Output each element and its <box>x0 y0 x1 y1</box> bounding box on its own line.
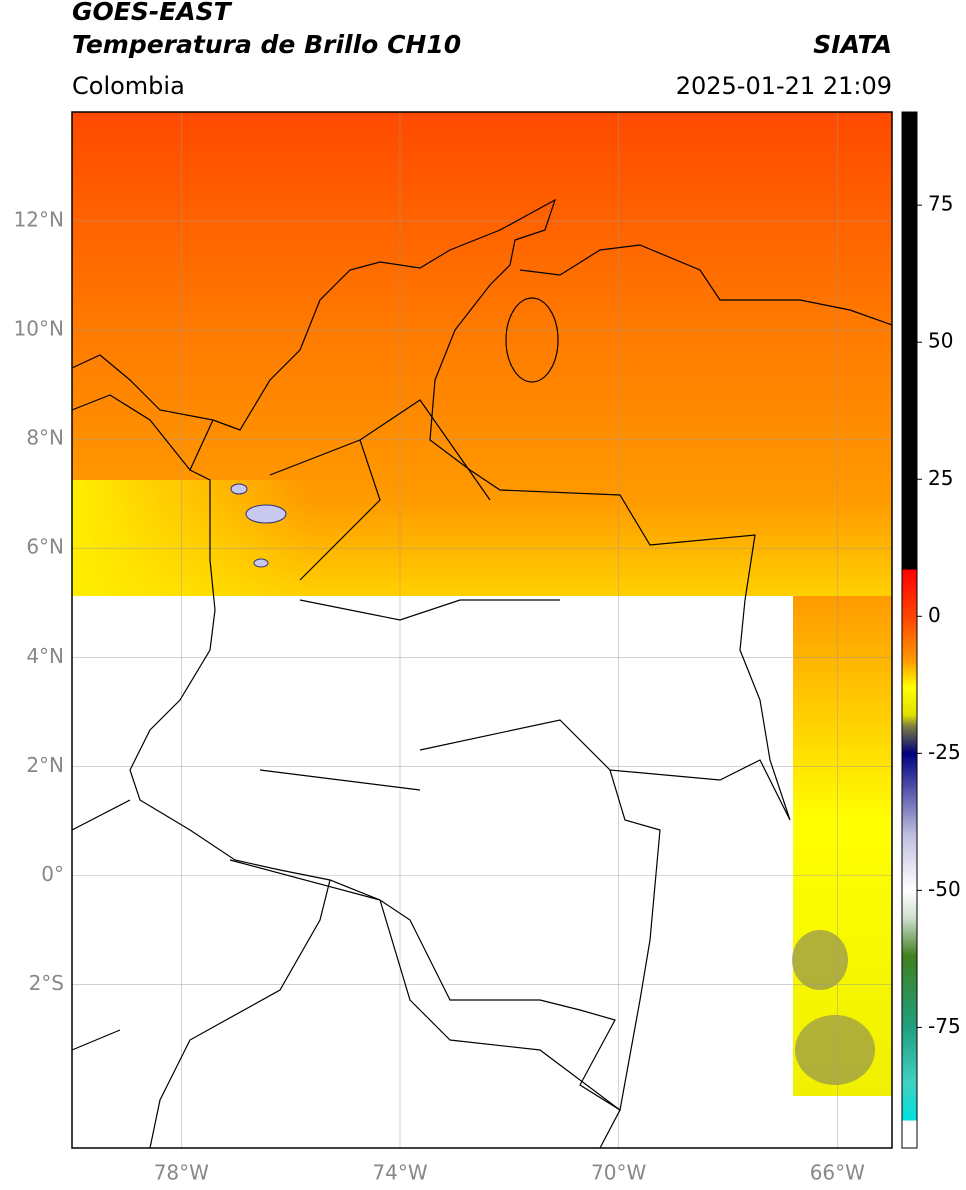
grid <box>72 112 892 1148</box>
colorbar-tick-label: 0 <box>928 603 941 627</box>
colorbar-tick-label: -75 <box>928 1014 961 1038</box>
region: Colombia <box>72 72 185 100</box>
colorbar-tick-label: 75 <box>928 192 953 216</box>
cloud <box>795 1015 875 1085</box>
coastlines <box>71 198 893 1149</box>
colorbar-tick-label: 25 <box>928 466 953 490</box>
y-tick-label: 8°N <box>26 426 64 450</box>
subtitle: Temperatura de Brillo CH10 <box>72 30 461 59</box>
x-tick-label: 70°W <box>591 1161 646 1185</box>
departments <box>229 399 611 901</box>
venezuela-coast <box>519 244 893 326</box>
cloud <box>253 558 269 568</box>
cloud <box>245 504 287 524</box>
ecuador-peru <box>71 799 621 1149</box>
lake <box>505 297 559 383</box>
map-frame <box>71 111 893 1149</box>
datetime: 2025-01-21 21:09 <box>676 72 892 100</box>
colombia-border <box>129 198 791 1111</box>
colorbar-tick-label: 50 <box>928 329 953 353</box>
y-tick-label: 10°N <box>14 317 64 341</box>
y-tick-label: 2°S <box>29 971 64 995</box>
colorbar-tick-label: -25 <box>928 740 961 764</box>
cloud <box>230 483 248 495</box>
field-strip <box>793 596 892 1096</box>
x-tick-label: 74°W <box>372 1161 427 1185</box>
imagery <box>72 112 892 1096</box>
x-tick-label: 66°W <box>810 1161 865 1185</box>
panama-coast <box>71 354 214 471</box>
y-tick-label: 6°N <box>26 535 64 559</box>
y-tick-label: 4°N <box>26 644 64 668</box>
title: GOES-EAST <box>72 0 233 26</box>
cloud <box>792 930 848 990</box>
y-tick-label: 0° <box>41 862 64 886</box>
field-yellow <box>72 480 312 596</box>
x-tick-label: 78°W <box>154 1161 209 1185</box>
y-tick-label: 12°N <box>14 208 64 232</box>
colorbar-tick-label: -50 <box>928 877 961 901</box>
y-tick-label: 2°N <box>26 753 64 777</box>
source: SIATA <box>813 30 892 59</box>
colorbar <box>901 111 918 1149</box>
